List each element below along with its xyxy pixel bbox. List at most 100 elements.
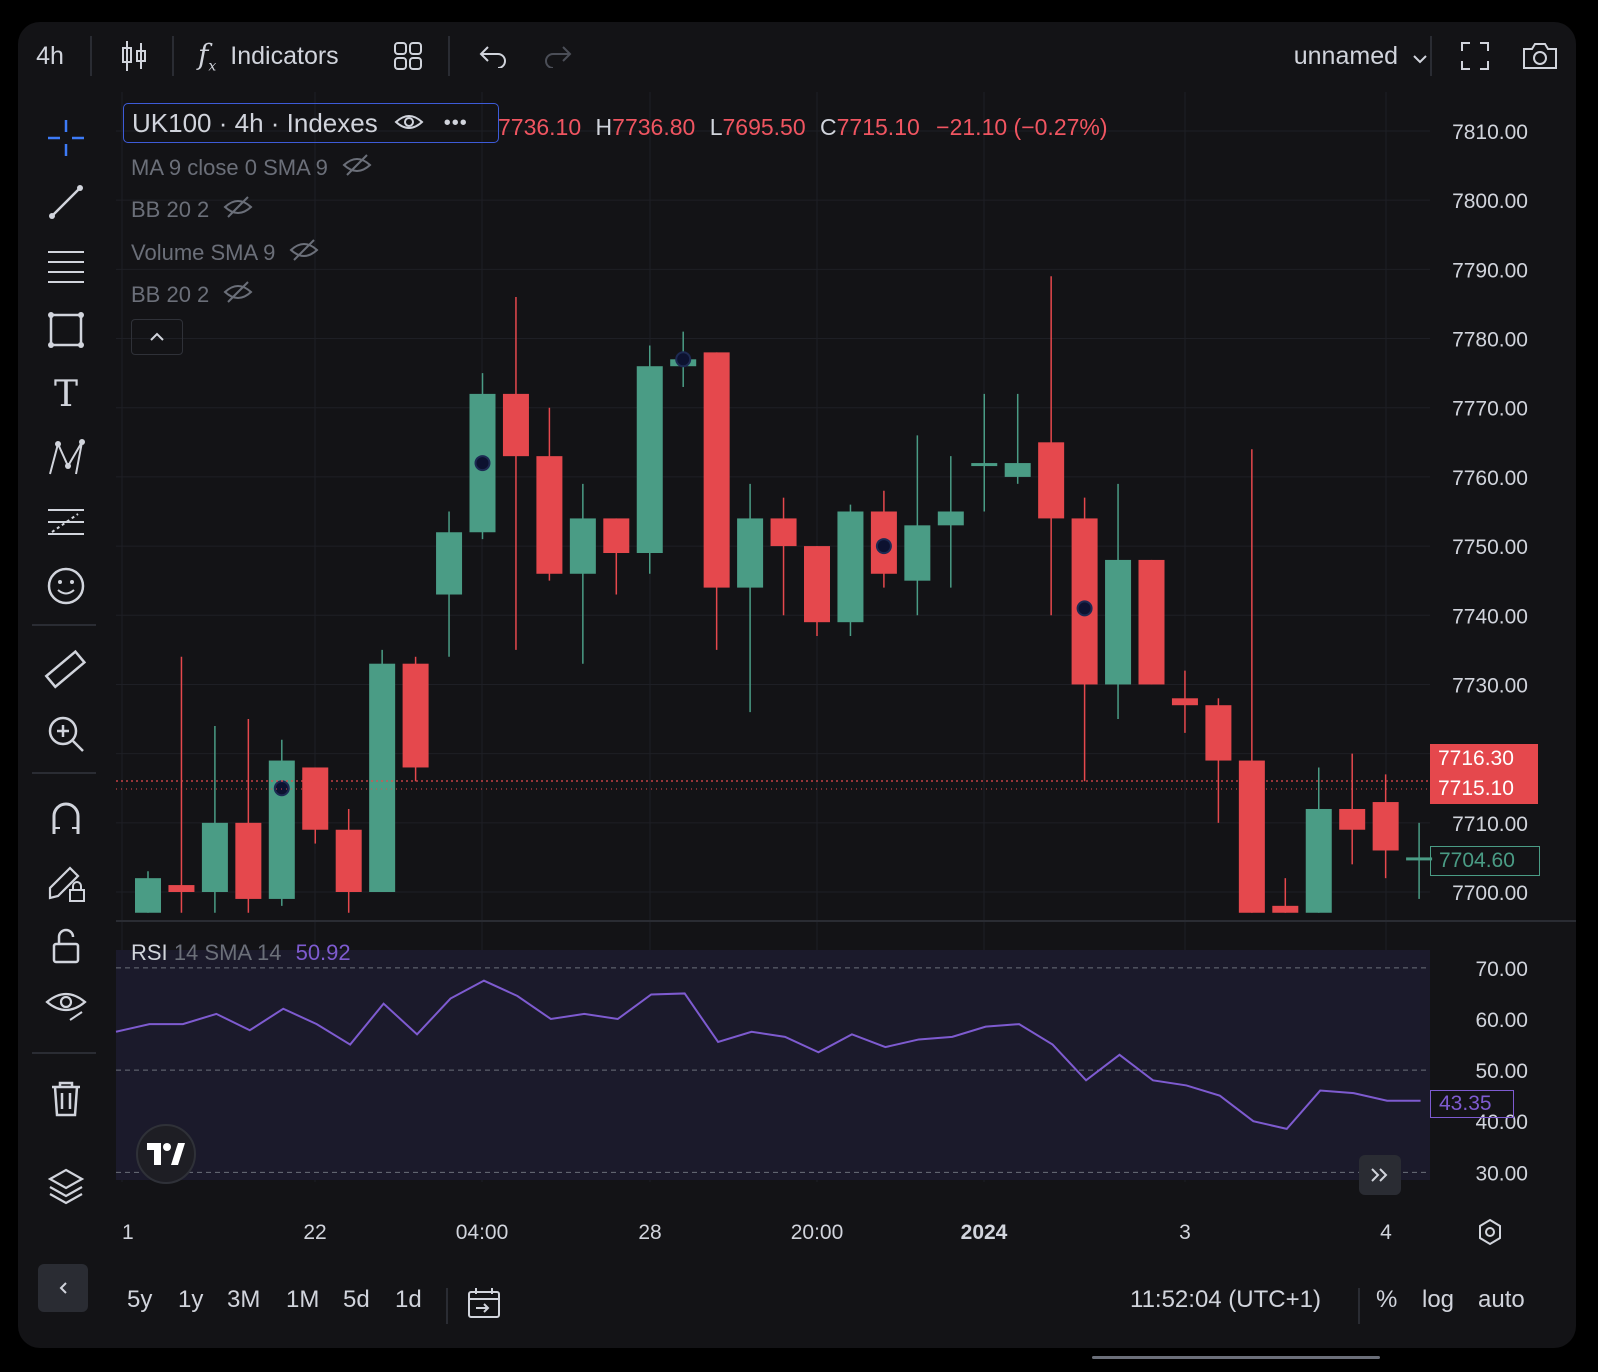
chart-window: 7810.00 7800.00 7790.00 7780.00 7770.00 7760.… (18, 22, 1576, 1348)
event-marker (273, 780, 290, 797)
symbol-legend[interactable]: UK100 · 4h · Indexes ••• (123, 103, 499, 143)
time-axis: 1 22 04:00 28 20:00 2024 3 4 (122, 1221, 1392, 1244)
candle-body (1406, 857, 1433, 861)
text-tool-icon[interactable]: T (53, 373, 78, 415)
rsi-tick-label: 60.00 (1475, 1009, 1528, 1032)
candle-body (703, 352, 730, 588)
chart-canvas[interactable]: 7810.00 7800.00 7790.00 7780.00 7770.00 7760.… (18, 22, 1576, 1348)
eye-icon[interactable] (394, 108, 424, 139)
camera-icon[interactable] (1518, 22, 1562, 90)
forecast-icon[interactable] (38, 494, 94, 550)
indicator-volume[interactable]: Volume SMA 9 (131, 238, 319, 268)
range-5d[interactable]: 5d (343, 1286, 370, 1313)
zoom-in-icon[interactable] (38, 706, 94, 762)
hide-drawings-icon[interactable] (38, 976, 94, 1032)
event-marker (875, 538, 892, 555)
candle-body (837, 511, 864, 623)
event-marker (474, 455, 491, 472)
fib-lines-icon[interactable] (38, 238, 94, 294)
eye-hidden-icon[interactable] (223, 280, 253, 310)
candle-body (1171, 698, 1198, 706)
log-toggle[interactable]: log (1422, 1286, 1455, 1313)
bottom-toolbar: 5y 1y 3M 1M 5d 1d 11:52:04 (UTC+1) % log… (18, 1258, 1576, 1348)
crosshair-icon[interactable] (38, 110, 94, 166)
fullscreen-icon[interactable] (1455, 22, 1495, 90)
price-tick-label: 7790.00 (1452, 259, 1528, 282)
rectangle-icon[interactable] (38, 302, 94, 358)
close-value: 7715.10 (836, 114, 920, 140)
emoji-icon[interactable] (38, 558, 94, 614)
layers-icon[interactable] (38, 1158, 94, 1214)
range-5y[interactable]: 5y (127, 1286, 153, 1313)
candle-body (1205, 705, 1232, 761)
range-3m[interactable]: 3M (227, 1286, 261, 1313)
tradingview-logo[interactable] (136, 1124, 196, 1184)
price-tick-label: 7760.00 (1452, 467, 1528, 490)
indicators-label: Indicators (230, 41, 339, 70)
candle-body (502, 393, 529, 457)
close-key: C (820, 114, 837, 140)
percent-toggle[interactable]: % (1376, 1286, 1398, 1313)
candle-body (937, 511, 964, 526)
indicator-bb-2[interactable]: BB 20 2 (131, 280, 253, 310)
ruler-icon[interactable] (38, 642, 94, 698)
price-tick-label: 7710.00 (1452, 813, 1528, 836)
time-tick-label: 3 (1179, 1221, 1191, 1244)
goto-date-icon[interactable] (466, 1286, 502, 1327)
collapse-legend-button[interactable] (131, 319, 183, 355)
collapse-toolbar-button[interactable] (38, 1264, 88, 1312)
range-1y[interactable]: 1y (178, 1286, 204, 1313)
low-key: L (709, 114, 723, 140)
price-tick-label: 7800.00 (1452, 190, 1528, 213)
range-1d[interactable]: 1d (395, 1286, 422, 1313)
price-tick-label: 7740.00 (1452, 605, 1528, 628)
candles-icon[interactable] (114, 22, 154, 90)
time-tick-label: 1 (122, 1221, 134, 1244)
chevron-down-icon (1412, 42, 1428, 71)
ohlc-values: 7736.10 H7736.80 L7695.50 C7715.10 −21.1… (498, 114, 1108, 141)
candle-body (335, 829, 362, 892)
rsi-current-label: 43.35 (1430, 1090, 1514, 1118)
layout-name-label: unnamed (1293, 41, 1398, 70)
eye-hidden-icon[interactable] (223, 195, 253, 225)
interval-label: 4h (36, 41, 64, 70)
high-key: H (595, 114, 613, 140)
indicator-bb[interactable]: BB 20 2 (131, 195, 253, 225)
candle-body (737, 518, 764, 588)
rsi-line (115, 979, 1421, 1130)
clock-timezone[interactable]: 11:52:04 (UTC+1) (1130, 1286, 1321, 1313)
candle-body (369, 663, 396, 892)
more-options-icon[interactable]: ••• (443, 111, 468, 134)
price-tick-label: 7750.00 (1452, 536, 1528, 559)
indicator-ma[interactable]: MA 9 close 0 SMA 9 (131, 153, 372, 183)
rsi-name: RSI (131, 940, 168, 965)
chart-settings-button[interactable] (1472, 1214, 1508, 1250)
rsi-axis: 70.00 60.00 50.00 40.00 30.00 (1475, 958, 1528, 1185)
trash-icon[interactable] (38, 1070, 94, 1126)
chevron-left-icon (59, 1282, 67, 1294)
lock-drawings-icon[interactable] (38, 854, 94, 910)
range-1m[interactable]: 1M (286, 1286, 320, 1313)
pattern-icon[interactable] (38, 430, 94, 486)
eye-hidden-icon[interactable] (289, 238, 319, 268)
rsi-legend[interactable]: RSI 14 SMA 14 50.92 (131, 940, 351, 966)
layout-grid-icon[interactable] (388, 22, 428, 90)
unlock-icon[interactable] (38, 918, 94, 974)
scroll-to-realtime-button[interactable] (1359, 1155, 1401, 1195)
eye-hidden-icon[interactable] (342, 153, 372, 183)
price-axis: 7810.00 7800.00 7790.00 7780.00 7770.00 7760.… (1452, 121, 1528, 905)
last-high-label: 7716.30 (1430, 744, 1538, 774)
undo-icon[interactable] (473, 22, 513, 90)
layout-name-dropdown[interactable]: unnamed (1268, 22, 1428, 90)
indicators-button[interactable]: fx Indicators (198, 22, 363, 90)
redo-icon[interactable] (538, 22, 578, 90)
indicator-label: MA 9 close 0 SMA 9 (131, 155, 328, 180)
candle-body (201, 822, 228, 892)
magnet-icon[interactable] (38, 790, 94, 846)
auto-toggle[interactable]: auto (1478, 1286, 1525, 1313)
symbol-title: UK100 · 4h · Indexes (132, 107, 378, 138)
home-indicator (1092, 1356, 1380, 1359)
interval-button[interactable]: 4h (32, 22, 68, 90)
trend-line-icon[interactable] (38, 174, 94, 230)
time-tick-label: 22 (303, 1221, 326, 1244)
